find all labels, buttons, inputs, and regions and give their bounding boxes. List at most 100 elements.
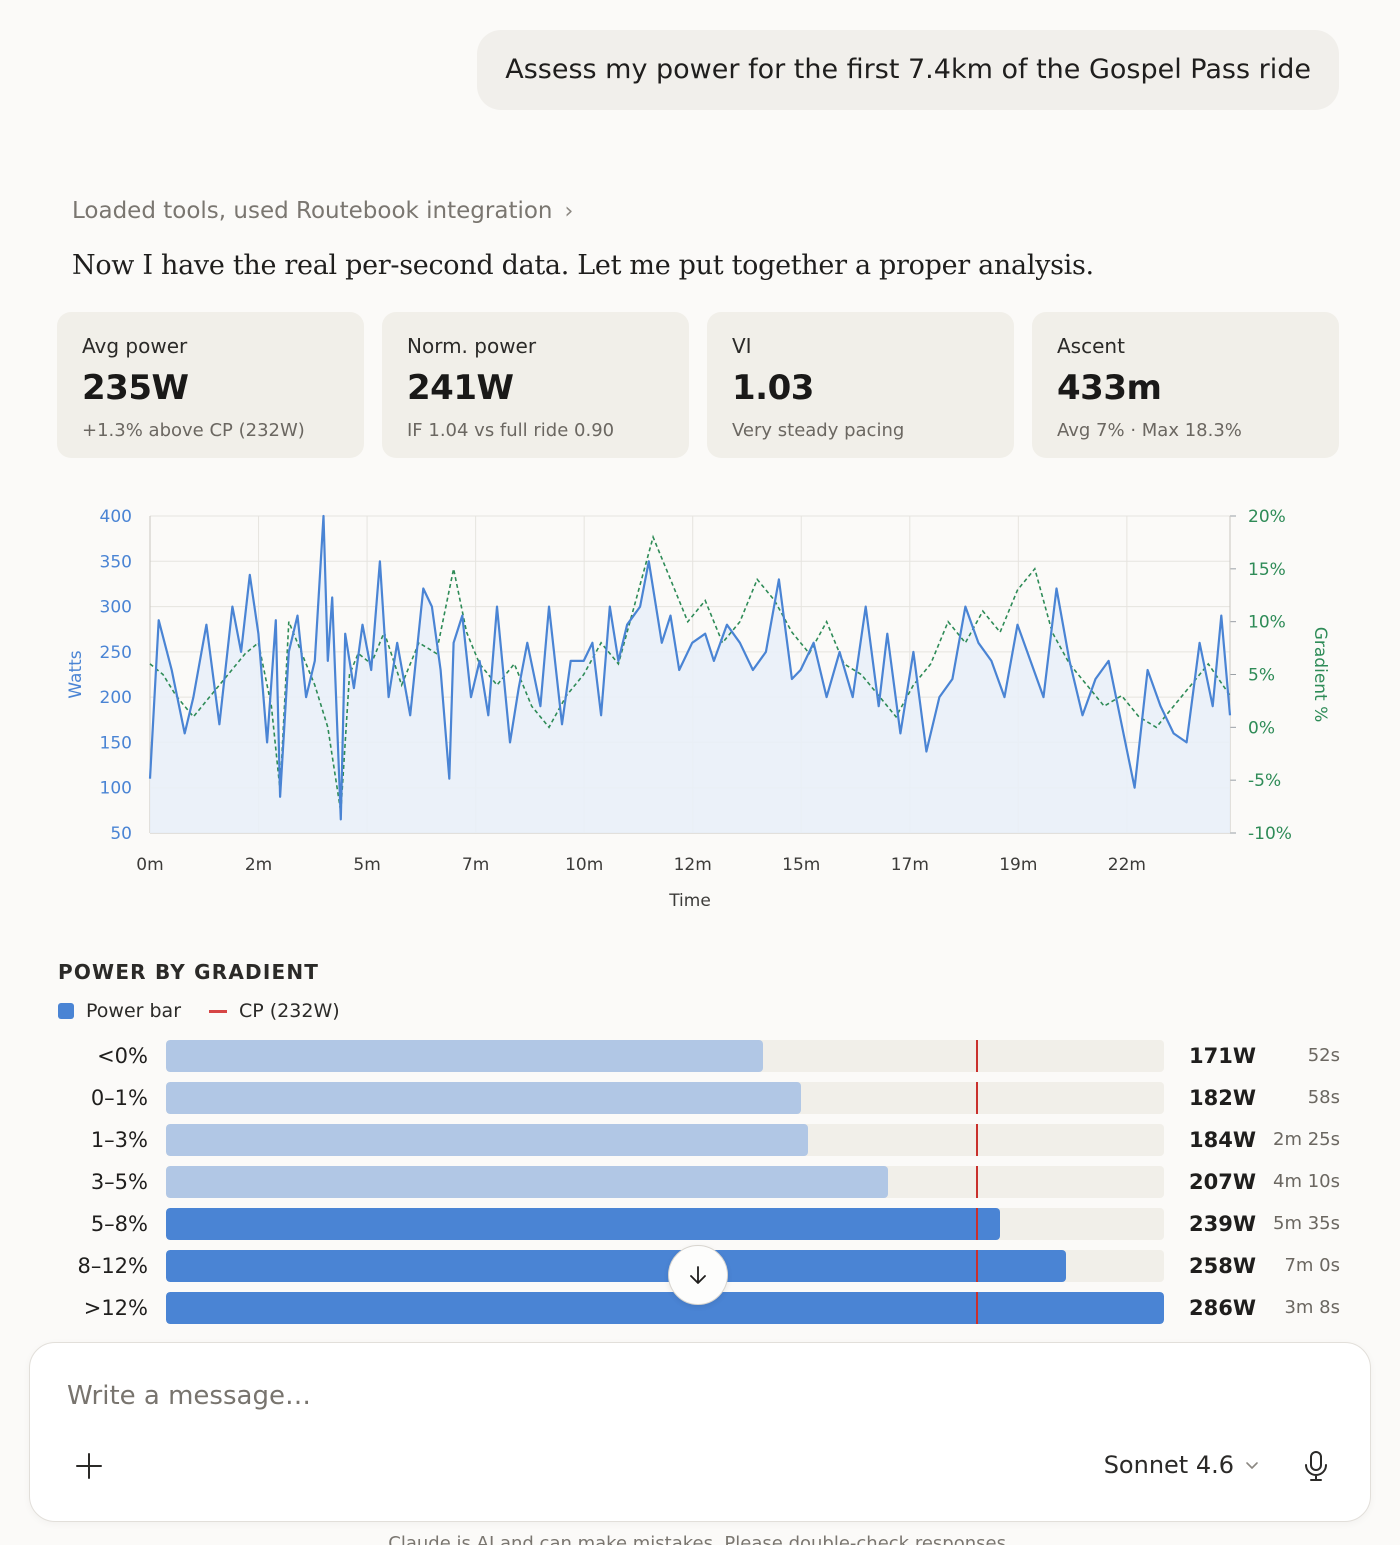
cp-marker: [975, 1124, 978, 1156]
legend-label-power: Power bar: [86, 1000, 181, 1022]
gradient-bar-row: >12% 286W 3m 8s: [58, 1292, 1348, 1324]
gradient-bar-duration: 4m 10s: [1273, 1171, 1340, 1192]
legend-swatch-cp: [209, 1009, 227, 1013]
gradient-bar-duration: 2m 25s: [1273, 1129, 1340, 1150]
y-tick-label: 150: [100, 733, 132, 753]
x-axis-title: Time: [668, 891, 711, 911]
gradient-bar-label: 0–1%: [90, 1086, 148, 1110]
y-tick-label: 350: [100, 552, 132, 572]
gradient-bar-track: [166, 1292, 1164, 1324]
x-tick-label: 22m: [1108, 855, 1146, 875]
tools-disclosure-label: Loaded tools, used Routebook integration: [72, 198, 553, 224]
stat-label: Avg power: [82, 334, 188, 358]
stat-value: 241W: [407, 368, 514, 408]
gradient-bar-row: <0% 171W 52s: [58, 1040, 1348, 1072]
y-right-tick-label: 20%: [1248, 507, 1286, 527]
y-tick-label: 250: [100, 643, 132, 663]
gradient-bar-duration: 52s: [1307, 1045, 1340, 1066]
gradient-bar-label: 3–5%: [90, 1170, 148, 1194]
gradient-bar-row: 0–1% 182W 58s: [58, 1082, 1348, 1114]
cp-marker: [975, 1292, 978, 1324]
microphone-icon[interactable]: [1300, 1449, 1332, 1483]
gradient-bar-fill: [166, 1208, 1000, 1240]
power-area: [150, 516, 1230, 833]
gradient-bar-fill: [166, 1292, 1164, 1324]
gradient-bar-label: 1–3%: [90, 1128, 148, 1152]
gradient-bar-label: 8–12%: [77, 1254, 148, 1278]
tools-disclosure[interactable]: Loaded tools, used Routebook integration…: [72, 198, 573, 224]
model-name: Sonnet 4.6: [1103, 1451, 1234, 1479]
gradient-bar-watts: 239W: [1189, 1212, 1256, 1236]
y-right-tick-label: 0%: [1248, 718, 1275, 738]
gradient-bar-track: [166, 1124, 1164, 1156]
gradient-bar-row: 8–12% 258W 7m 0s: [58, 1250, 1348, 1282]
cp-marker: [975, 1040, 978, 1072]
stat-value: 433m: [1057, 368, 1162, 408]
gradient-bar-row: 5–8% 239W 5m 35s: [58, 1208, 1348, 1240]
y-tick-label: 100: [100, 779, 132, 799]
x-tick-label: 7m: [462, 855, 489, 875]
gradient-bar-watts: 207W: [1189, 1170, 1256, 1194]
chevron-down-icon: [1246, 1462, 1258, 1469]
gradient-bar-watts: 286W: [1189, 1296, 1256, 1320]
message-input[interactable]: [67, 1381, 1067, 1411]
gradient-bar-watts: 184W: [1189, 1128, 1256, 1152]
y-right-tick-label: 10%: [1248, 613, 1286, 633]
power-by-gradient-bars: <0% 171W 52s 0–1% 182W 58s 1–3% 184W 2m 25s 3–5% 2…: [58, 1040, 1348, 1334]
x-tick-label: 10m: [565, 855, 603, 875]
cp-marker: [975, 1208, 978, 1240]
stat-subtext: +1.3% above CP (232W): [82, 420, 305, 441]
stat-value: 235W: [82, 368, 189, 408]
gradient-bar-duration: 7m 0s: [1284, 1255, 1340, 1276]
stat-subtext: Very steady pacing: [732, 420, 905, 441]
stat-value: 1.03: [732, 368, 814, 408]
gradient-bar-track: [166, 1166, 1164, 1198]
disclaimer: Claude is AI and can make mistakes. Plea…: [388, 1533, 1012, 1545]
arrow-down-icon: [690, 1266, 706, 1284]
gradient-bar-label: >12%: [83, 1296, 148, 1320]
gradient-bar-fill: [166, 1124, 809, 1156]
stat-subtext: IF 1.04 vs full ride 0.90: [407, 420, 615, 441]
power-gradient-chart: 400 350 300 250 200 150 100 50 20% 15% 10% 5% 0% -5% -…: [50, 498, 1350, 918]
stat-card-avg-power: Avg power 235W +1.3% above CP (232W): [57, 312, 364, 458]
gradient-bar-label: <0%: [97, 1044, 148, 1068]
plus-icon[interactable]: [74, 1451, 104, 1481]
x-tick-label: 15m: [782, 855, 820, 875]
gradient-bar-duration: 58s: [1307, 1087, 1340, 1108]
stat-label: VI: [732, 334, 752, 358]
scroll-to-bottom-button[interactable]: [668, 1245, 728, 1305]
legend-swatch-power: [58, 1003, 74, 1019]
gradient-bar-track: [166, 1040, 1164, 1072]
power-series-line: [148, 514, 1232, 821]
model-selector[interactable]: Sonnet 4.6: [1104, 1451, 1260, 1479]
x-tick-label: 2m: [245, 855, 272, 875]
message-composer: Sonnet 4.6: [29, 1342, 1371, 1522]
y-right-tick-label: 5%: [1248, 666, 1275, 686]
assistant-message: Now I have the real per-second data. Let…: [72, 250, 1094, 281]
x-tick-label: 12m: [674, 855, 712, 875]
gradient-bar-track: [166, 1208, 1164, 1240]
stat-subtext: Avg 7% · Max 18.3%: [1057, 420, 1242, 441]
stat-card-norm-power: Norm. power 241W IF 1.04 vs full ride 0.…: [382, 312, 689, 458]
stats-row: Avg power 235W +1.3% above CP (232W) Nor…: [57, 312, 1339, 458]
gradient-bar-fill: [166, 1082, 802, 1114]
stat-label: Ascent: [1057, 334, 1125, 358]
y-right-axis-title: Gradient %: [1310, 627, 1330, 723]
gradient-bar-fill: [166, 1166, 889, 1198]
chart-svg: 400 350 300 250 200 150 100 50 20% 15% 10% 5% 0% -5% -…: [66, 507, 1330, 911]
x-tick-label: 5m: [353, 855, 380, 875]
power-by-gradient-legend: Power bar CP (232W): [58, 1000, 340, 1022]
gradient-bar-watts: 171W: [1189, 1044, 1256, 1068]
y-right-tick-label: -5%: [1248, 771, 1281, 791]
legend-label-cp: CP (232W): [239, 1000, 340, 1022]
gradient-bar-watts: 182W: [1189, 1086, 1256, 1110]
x-tick-label: 19m: [999, 855, 1037, 875]
gradient-bar-fill: [166, 1250, 1067, 1282]
cp-marker: [975, 1082, 978, 1114]
x-tick-label: 0m: [136, 855, 163, 875]
y-tick-label: 300: [100, 598, 132, 618]
user-message: Assess my power for the first 7.4km of t…: [477, 30, 1339, 110]
gradient-bar-track: [166, 1250, 1164, 1282]
gradient-bar-row: 1–3% 184W 2m 25s: [58, 1124, 1348, 1156]
gradient-bar-row: 3–5% 207W 4m 10s: [58, 1166, 1348, 1198]
